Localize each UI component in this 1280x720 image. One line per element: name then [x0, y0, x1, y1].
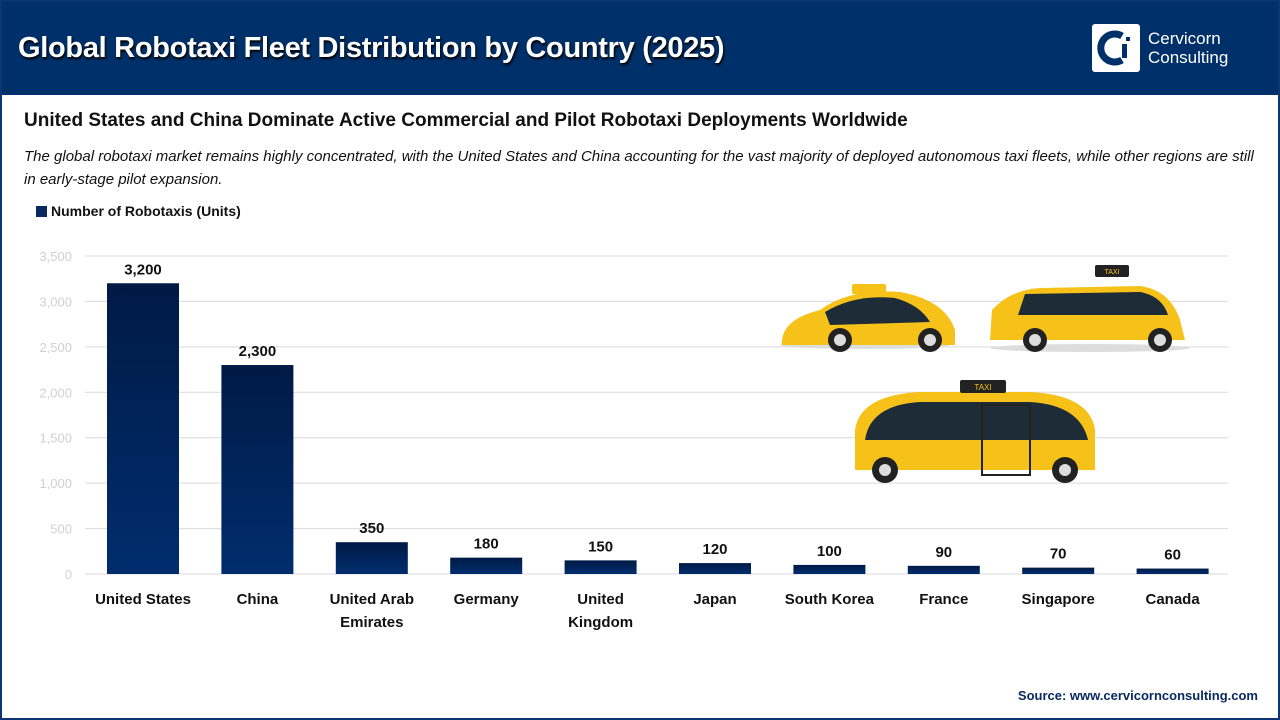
data-label: 60	[1164, 547, 1181, 564]
data-label: 2,300	[239, 343, 277, 360]
y-tick-label: 3,000	[39, 294, 72, 309]
x-tick-label: China	[237, 591, 279, 608]
x-tick-label: United States	[95, 591, 191, 608]
y-tick-label: 500	[50, 522, 72, 537]
page-title: Global Robotaxi Fleet Distribution by Co…	[18, 32, 725, 64]
x-tick-label: Japan	[693, 591, 736, 608]
x-tick-label: Canada	[1146, 591, 1201, 608]
data-label: 90	[935, 544, 952, 561]
legend-swatch	[36, 205, 47, 217]
y-tick-label: 2,500	[39, 340, 72, 355]
logo-text-1: Cervicorn	[1148, 29, 1221, 48]
x-tick-label: Singapore	[1022, 591, 1095, 608]
bar	[793, 564, 866, 574]
taxi-car-1	[780, 284, 955, 352]
data-label: 70	[1050, 546, 1067, 563]
svg-text:TAXI: TAXI	[974, 383, 991, 392]
logo-text-2: Consulting	[1148, 48, 1229, 67]
bar	[1136, 568, 1209, 574]
bar	[1022, 567, 1095, 574]
source-note: Source: www.cervicornconsulting.com	[1017, 688, 1258, 703]
taxi-car-2: TAXI	[990, 265, 1190, 352]
x-tick-label: France	[919, 591, 968, 608]
x-tick-label: United Arab Emirates	[330, 591, 414, 631]
bar	[564, 560, 637, 574]
y-tick-label: 1,500	[39, 431, 72, 446]
data-label: 150	[588, 538, 613, 555]
chart-subtitle: United States and China Dominate Active …	[24, 110, 908, 131]
y-tick-label: 2,000	[39, 385, 72, 400]
taxi-shuttle: TAXI	[855, 380, 1095, 483]
header-banner: Global Robotaxi Fleet Distribution by Co…	[2, 2, 1278, 95]
data-label: 120	[702, 541, 727, 558]
y-tick-label: 3,500	[39, 249, 72, 264]
data-label: 3,200	[124, 261, 162, 278]
legend-label: Number of Robotaxis (Units)	[51, 203, 241, 219]
x-tick-label: South Korea	[785, 591, 875, 608]
robotaxi-illustration: TAXI TAXI	[780, 265, 1190, 483]
bar	[221, 365, 294, 574]
bar	[450, 557, 523, 574]
chart-description: The global robotaxi market remains highl…	[24, 148, 1254, 188]
x-tick-label: Germany	[454, 591, 520, 608]
data-label: 180	[474, 536, 499, 553]
y-tick-label: 1,000	[39, 476, 72, 491]
svg-text:TAXI: TAXI	[1104, 269, 1119, 276]
bar	[679, 563, 751, 574]
bar	[907, 565, 980, 574]
x-tick-label: United Kingdom	[568, 591, 633, 631]
data-label: 100	[817, 543, 842, 560]
data-label: 350	[359, 520, 384, 537]
company-logo: Cervicorn Consulting	[1092, 24, 1228, 72]
bar	[107, 283, 179, 574]
y-tick-label: 0	[65, 567, 72, 582]
logo-icon	[1092, 24, 1140, 72]
bar	[335, 542, 408, 574]
legend: Number of Robotaxis (Units)	[36, 203, 241, 219]
